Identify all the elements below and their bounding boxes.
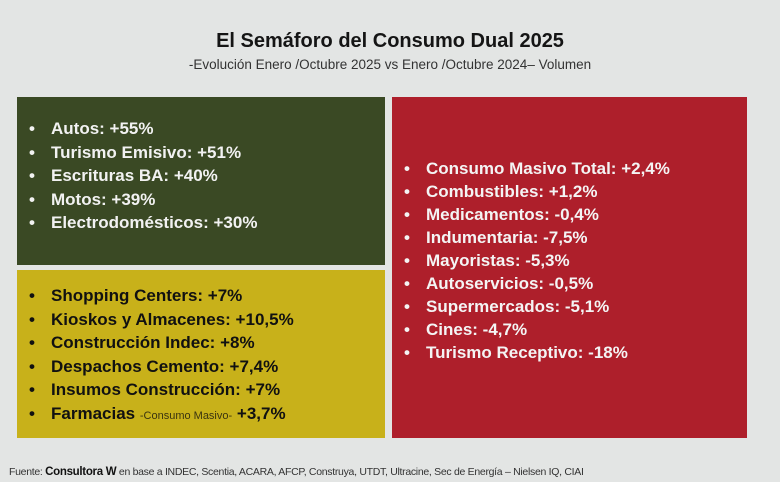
- slide-title: El Semáforo del Consumo Dual 2025: [216, 30, 564, 52]
- list-item: • Electrodomésticos: +30%: [29, 213, 258, 232]
- list-item: • Shopping Centers: +7%: [29, 286, 243, 305]
- green-panel: • Autos: +55% • Turismo Emisivo: +51% • Esc…: [17, 97, 385, 265]
- slide-subtitle: -Evolución Enero /Octubre 2025 vs Enero …: [188, 57, 592, 72]
- list-item: • Autoservicios: -0,5%: [404, 274, 594, 293]
- list-item: • Medicamentos: -0,4%: [404, 205, 599, 224]
- yellow-panel: • Shopping Centers: +7% • Kioskos y Almace…: [17, 270, 385, 438]
- list-item: • Kioskos y Almacenes: +10,5%: [29, 309, 294, 329]
- list-item: • Combustibles: +1,2%: [404, 182, 598, 201]
- list-item: • Turismo Emisivo: +51%: [29, 142, 242, 162]
- list-item: • Construcción Indec: +8%: [29, 333, 255, 352]
- list-item: • Escrituras BA: +40%: [29, 166, 218, 185]
- list-item: • Cines: -4,7%: [404, 320, 528, 339]
- note: -Consumo Masivo-: [139, 409, 233, 422]
- list-item: • Turismo Receptivo: -18%: [404, 343, 628, 362]
- list-item: • Despachos Cemento: +7,4%: [29, 356, 279, 376]
- list-item: • Indumentaria: -7,5%: [404, 228, 588, 247]
- list-item: • Autos: +55%: [29, 119, 154, 138]
- source-footer: Fuente: Consultora W en base a INDEC, Sc…: [9, 466, 584, 478]
- list-item: • Supermercados: -5,1%: [404, 297, 610, 316]
- list-item: • Mayoristas: -5,3%: [404, 251, 570, 270]
- list-item: • Consumo Masivo Total: +2,4%: [404, 159, 670, 178]
- list-item: • Motos: +39%: [29, 189, 156, 209]
- red-list: • Consumo Masivo Total: +2,4% • Combustibl…: [404, 157, 747, 364]
- yellow-list: • Shopping Centers: +7% • Kioskos y Almace…: [29, 284, 385, 428]
- green-list: • Autos: +55% • Turismo Emisivo: +51% • Esc…: [29, 117, 385, 235]
- list-item: • Farmacias -Consumo Masivo- +3,7%: [29, 403, 286, 423]
- list-item: • Insumos Construcción: +7%: [29, 380, 281, 399]
- red-panel: • Consumo Masivo Total: +2,4% • Combustibl…: [392, 97, 747, 438]
